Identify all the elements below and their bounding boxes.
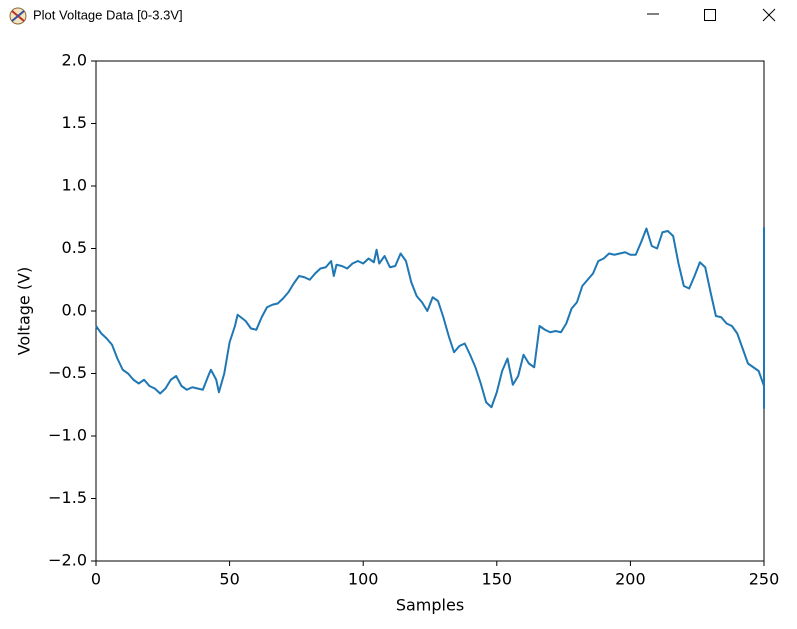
window-title: Plot Voltage Data [0-3.3V]	[33, 7, 183, 22]
y-tick-label: 1.0	[62, 176, 87, 195]
x-tick-label: 0	[91, 570, 101, 589]
x-tick-label: 150	[482, 570, 513, 589]
maximize-button[interactable]	[704, 9, 716, 21]
x-tick-label: 50	[219, 570, 239, 589]
y-tick-label: 0.0	[62, 301, 87, 320]
y-axis-label: Voltage (V)	[15, 267, 34, 356]
y-tick-label: −2.0	[48, 551, 87, 570]
y-tick-label: 0.5	[62, 238, 87, 257]
data-line	[95, 227, 765, 410]
app-icon	[9, 7, 27, 25]
axes-frame	[95, 60, 765, 562]
y-tick-label: −1.0	[48, 426, 87, 445]
x-tick-label: 250	[749, 570, 780, 589]
x-tick-label: 100	[348, 570, 379, 589]
x-tick-label: 200	[615, 570, 646, 589]
x-axis-label: Samples	[396, 596, 464, 615]
y-tick-label: 2.0	[62, 51, 87, 70]
y-tick-label: 1.5	[62, 113, 87, 132]
y-tick-label: −1.5	[48, 488, 87, 507]
close-button[interactable]	[762, 8, 776, 22]
y-tick-label: −0.5	[48, 363, 87, 382]
